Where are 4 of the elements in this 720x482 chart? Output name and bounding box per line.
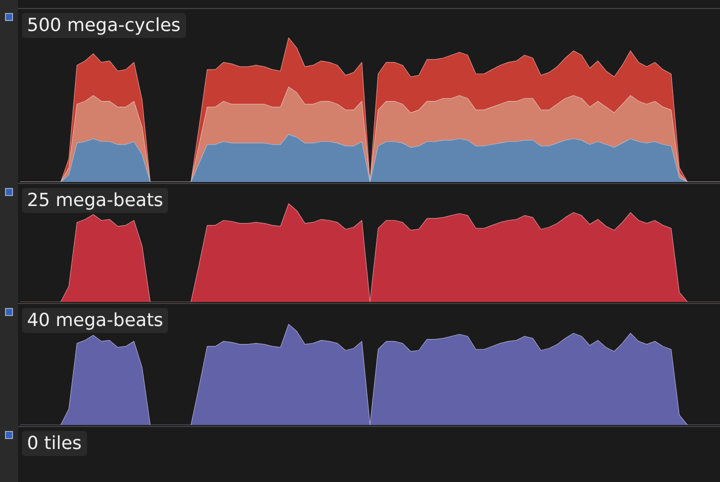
chart-title: 25 mega-beats bbox=[22, 188, 168, 213]
text: 0 tiles bbox=[22, 431, 87, 456]
chart-title: 40 mega-beats bbox=[22, 308, 168, 333]
chart-title: 500 mega-cycles bbox=[22, 13, 186, 38]
